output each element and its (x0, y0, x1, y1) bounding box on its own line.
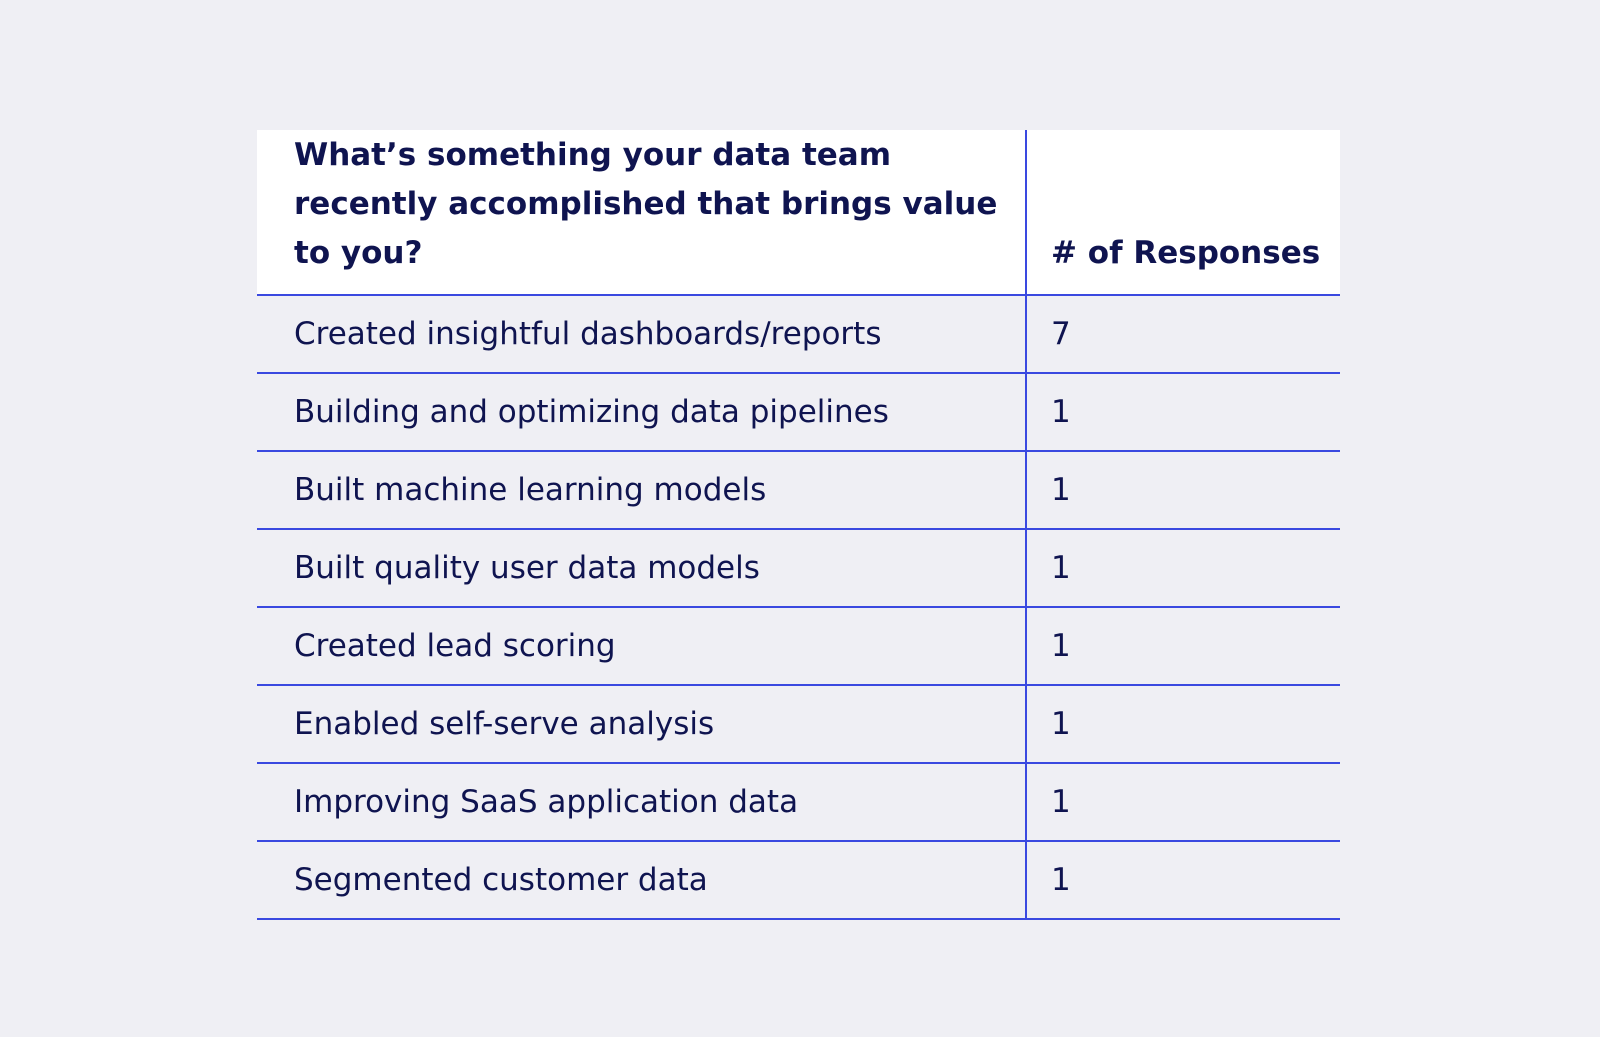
row-response-count: 7 (1025, 295, 1340, 374)
table-row: Created insightful dashboards/reports 7 (257, 295, 1340, 374)
row-label: Built machine learning models (257, 451, 1026, 530)
table-row: Enabled self-serve analysis 1 (257, 685, 1340, 764)
table-header-row: What’s something your data team recently… (257, 130, 1340, 296)
table-row: Segmented customer data 1 (257, 841, 1340, 920)
row-response-count: 1 (1025, 763, 1340, 842)
row-label: Enabled self-serve analysis (257, 685, 1026, 764)
row-response-count: 1 (1025, 373, 1340, 452)
table-row: Improving SaaS application data 1 (257, 763, 1340, 842)
row-response-count: 1 (1025, 841, 1340, 920)
responses-table-container: What’s something your data team recently… (257, 130, 1340, 920)
responses-column-header: # of Responses (1025, 130, 1340, 296)
table-row: Built machine learning models 1 (257, 451, 1340, 530)
row-label: Building and optimizing data pipelines (257, 373, 1026, 452)
row-label: Created lead scoring (257, 607, 1026, 686)
responses-table: What’s something your data team recently… (257, 130, 1340, 920)
row-response-count: 1 (1025, 607, 1340, 686)
row-label: Segmented customer data (257, 841, 1026, 920)
row-response-count: 1 (1025, 451, 1340, 530)
row-label: Created insightful dashboards/reports (257, 295, 1026, 374)
table-row: Created lead scoring 1 (257, 607, 1340, 686)
row-label: Built quality user data models (257, 529, 1026, 608)
table-body: Created insightful dashboards/reports 7 Bu… (257, 295, 1340, 920)
row-response-count: 1 (1025, 529, 1340, 608)
row-response-count: 1 (1025, 685, 1340, 764)
table-row: Built quality user data models 1 (257, 529, 1340, 608)
question-column-header: What’s something your data team recently… (257, 130, 1026, 296)
table-row: Building and optimizing data pipelines 1 (257, 373, 1340, 452)
row-label: Improving SaaS application data (257, 763, 1026, 842)
